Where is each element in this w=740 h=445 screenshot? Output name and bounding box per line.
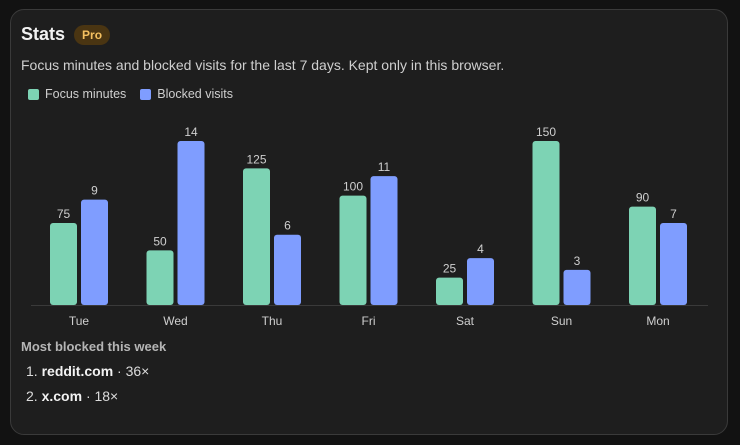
data-label-blocked-wed: 14 [184,125,198,139]
x-tick-label-sun: Sun [551,314,572,328]
site-name: reddit.com [41,363,114,379]
most-blocked-list: 1. reddit.com · 36× 2. x.com · 18× [26,361,149,411]
stats-header: Stats Pro [21,24,111,45]
data-label-blocked-tue: 9 [91,184,98,198]
data-label-focus-fri: 100 [343,180,363,194]
bar-focus-sun [532,141,560,305]
rank-number: 1. [26,363,38,379]
pro-badge: Pro [74,24,111,45]
bar-focus-thu [243,168,270,305]
legend-swatch-focus [28,88,39,100]
x-tick-label-wed: Wed [163,314,187,328]
list-item: 1. reddit.com · 36× [26,361,149,386]
site-name: x.com [41,388,83,404]
bar-focus-wed [146,250,174,305]
bar-blocked-tue [81,199,108,305]
bar-blocked-fri [370,176,398,305]
data-label-focus-mon: 90 [636,191,650,205]
bar-focus-sat [436,277,463,305]
bar-focus-mon [629,206,656,305]
bar-focus-fri [339,195,367,305]
x-tick-label-fri: Fri [362,314,376,328]
list-item: 2. x.com · 18× [26,386,149,411]
rank-number: 2. [26,388,38,404]
legend-label-blocked: Blocked visits [157,87,234,101]
x-tick-label-sat: Sat [456,314,475,328]
legend-item-blocked: Blocked visits [140,87,233,101]
data-label-focus-sat: 25 [443,262,457,276]
data-label-focus-thu: 125 [246,152,266,166]
data-label-blocked-sun: 3 [574,254,581,268]
bar-blocked-sun [563,269,591,305]
block-count: · 36× [117,363,150,379]
x-tick-label-thu: Thu [262,314,283,328]
bar-focus-tue [50,223,77,305]
stats-description: Focus minutes and blocked visits for the… [21,57,505,73]
legend-item-focus: Focus minutes [28,87,126,101]
x-tick-label-tue: Tue [69,314,90,328]
most-blocked-title: Most blocked this week [21,339,167,354]
data-label-focus-sun: 150 [536,125,556,139]
bar-blocked-sat [467,258,494,305]
block-count: · 18× [85,388,119,404]
page-title: Stats [21,24,66,44]
x-tick-label-mon: Mon [646,314,669,328]
bar-blocked-thu [274,234,301,305]
data-label-blocked-fri: 11 [378,160,391,174]
data-label-focus-wed: 50 [153,234,167,248]
legend-label-focus: Focus minutes [45,87,127,101]
data-label-blocked-mon: 7 [670,207,677,221]
data-label-focus-tue: 75 [57,207,71,221]
data-label-blocked-thu: 6 [284,219,291,233]
data-label-blocked-sat: 4 [477,242,484,256]
bar-blocked-mon [660,223,687,305]
bar-chart: 75 9 Tue 50 14 Wed 125 6 Thu 100 11 Fri 25 4 Sat 150 3 Su… [31,125,708,328]
bar-blocked-wed [177,141,205,305]
chart-legend: Focus minutes Blocked visits [28,87,247,101]
stats-card [10,9,728,435]
legend-swatch-blocked [140,88,152,100]
